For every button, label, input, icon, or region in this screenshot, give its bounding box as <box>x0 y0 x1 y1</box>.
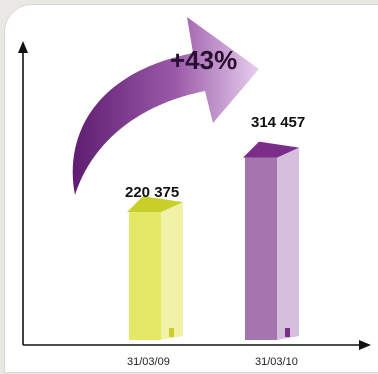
bar-roof <box>243 141 299 158</box>
bar-31-03-10 <box>243 141 299 340</box>
value-label-2009: 220 375 <box>125 184 179 201</box>
bars <box>127 141 299 340</box>
y-axis-arrowhead <box>18 41 28 53</box>
bar-side-face <box>277 147 299 340</box>
bar-side-face <box>161 202 183 340</box>
growth-label: +43% <box>170 45 237 75</box>
x-axis-arrowhead <box>359 340 371 350</box>
x-tick-label-2009: 31/03/09 <box>127 356 170 368</box>
value-label-2010: 314 457 <box>251 114 305 131</box>
bar-roof <box>127 196 183 213</box>
chart-panel: +43% 220 375 314 457 31/03/09 31/03/10 <box>4 4 378 373</box>
bar-door <box>285 328 290 337</box>
growth-arrow <box>72 17 260 195</box>
bar-front-face <box>245 157 277 340</box>
bar-front-face <box>129 212 161 340</box>
bar-door <box>169 328 174 337</box>
bar-chart: +43% 220 375 314 457 31/03/09 31/03/10 <box>18 17 371 368</box>
x-tick-label-2010: 31/03/10 <box>255 356 298 368</box>
bar-31-03-09 <box>127 196 183 340</box>
